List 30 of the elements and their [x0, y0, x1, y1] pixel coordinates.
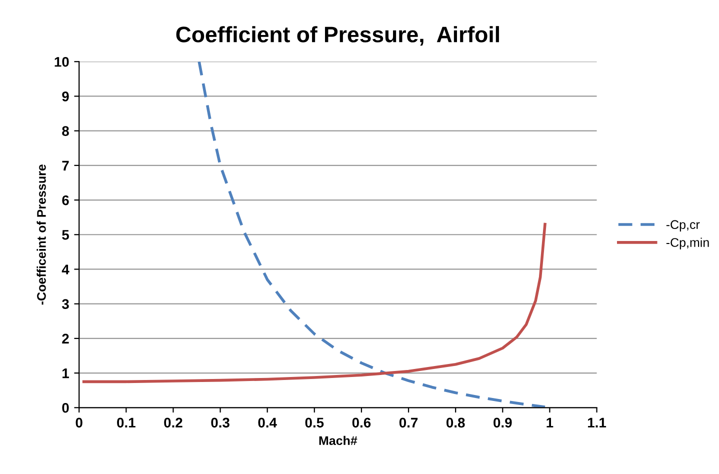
- x-tick-label: 0.6: [352, 418, 371, 428]
- x-tick-label: 1.1: [588, 418, 606, 428]
- x-tick-label: 0.1: [117, 418, 136, 428]
- legend-label: -Cp,min: [666, 238, 709, 250]
- y-tick-label: 0: [62, 402, 69, 413]
- x-tick-label: 0: [76, 418, 82, 428]
- y-tick-label: 1: [62, 368, 69, 378]
- x-tick-label: 0.5: [305, 418, 324, 428]
- y-tick-label: 7: [62, 160, 69, 170]
- y-tick-label: 10: [54, 56, 69, 67]
- x-axis-title: Mach#: [319, 436, 358, 446]
- y-tick-label: 4: [62, 264, 70, 274]
- line-series: [198, 62, 546, 408]
- legend-label: -Cp,cr: [666, 220, 700, 232]
- y-tick-label: 2: [62, 334, 69, 344]
- x-tick-label: 0.8: [446, 418, 465, 428]
- x-tick-label: 0.2: [164, 418, 182, 428]
- y-tick-label: 3: [62, 299, 69, 310]
- line-series: [82, 222, 546, 384]
- y-tick-label: 6: [62, 195, 69, 206]
- x-tick-label: 0.3: [211, 418, 230, 428]
- x-tick-label: 1: [546, 418, 554, 428]
- x-tick-label: 0.7: [399, 418, 418, 428]
- y-tick-label: 9: [62, 92, 69, 102]
- y-tick-label: 5: [62, 230, 69, 240]
- chart-title: Coefficient of Pressure, Airfoil: [176, 26, 499, 46]
- x-tick-label: 0.9: [494, 418, 512, 428]
- y-axis-title: -Coefficeint of Pressure: [36, 164, 46, 305]
- y-tick-label: 8: [62, 126, 69, 136]
- x-tick-label: 0.4: [258, 418, 277, 428]
